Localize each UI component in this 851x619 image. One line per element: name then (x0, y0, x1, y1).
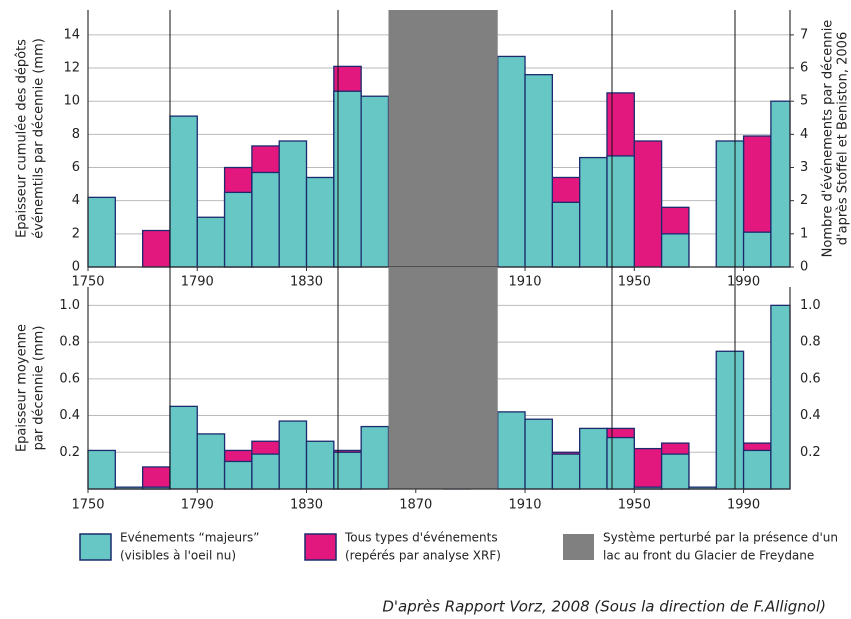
x-tick-label: 1750 (71, 275, 104, 290)
x-tick-label: 1950 (618, 275, 651, 290)
legend-swatch (79, 533, 112, 561)
bar (196, 433, 226, 490)
y2-tick-label: 5 (800, 94, 808, 109)
bar (87, 196, 116, 268)
x-tick-label: 1830 (290, 275, 323, 290)
x-tick-label: 1750 (71, 498, 104, 513)
bar (497, 411, 526, 490)
bar (141, 229, 171, 268)
bar (606, 155, 635, 268)
bar (606, 436, 635, 490)
bar (196, 216, 226, 268)
bar (770, 304, 791, 490)
bar (169, 115, 198, 268)
shaded-period (388, 267, 498, 489)
bar (633, 140, 663, 268)
y-tick-label: 0 (72, 260, 80, 275)
bar (715, 140, 745, 268)
y-axis-label: événemtils par décennie (mm) (32, 38, 47, 239)
bar (770, 100, 791, 268)
bar (742, 231, 772, 268)
bar (360, 95, 390, 268)
bar (551, 453, 581, 490)
x-tick-label: 1950 (618, 498, 651, 513)
y-tick-label: 1.0 (59, 298, 80, 313)
bar (715, 350, 745, 490)
y-tick-label: 10 (63, 94, 80, 109)
y2-axis-label: d'après Stoffel et Beniston, 2006 (836, 32, 851, 245)
bar (251, 453, 280, 490)
y2-tick-label: 6 (800, 61, 808, 76)
bar (169, 405, 198, 490)
legend-note: lac au front du Glacier de Freydane (603, 549, 814, 563)
y2-tick-label: 0 (800, 260, 808, 275)
bar (633, 447, 663, 490)
y2-tick-label: 0.4 (800, 408, 821, 423)
y2-tick-label: 0.8 (800, 335, 821, 350)
bar (742, 449, 772, 490)
bar (223, 191, 253, 268)
legend-note: (visibles à l'oeil nu) (120, 549, 236, 563)
y-tick-label: 8 (72, 127, 80, 142)
legend-label: Evénements “majeurs” (120, 531, 260, 545)
y2-tick-label: 0.6 (800, 371, 821, 386)
x-tick-label: 1870 (399, 498, 432, 513)
y-tick-label: 0.6 (59, 371, 80, 386)
y2-tick-label: 0.2 (800, 445, 821, 460)
bar (524, 74, 554, 268)
x-tick-label: 1910 (508, 498, 541, 513)
x-tick-label: 1790 (181, 498, 214, 513)
y-tick-label: 0.2 (59, 445, 80, 460)
y-axis-label: Epaisseur moyenne (15, 324, 30, 452)
bar (579, 156, 608, 268)
y-tick-label: 0.8 (59, 335, 80, 350)
x-tick-label: 1990 (727, 275, 760, 290)
bar (360, 425, 390, 490)
bar (141, 466, 171, 490)
x-tick-label: 1990 (727, 498, 760, 513)
x-tick-label: 1910 (508, 275, 541, 290)
y-tick-label: 12 (63, 61, 80, 76)
bar (551, 201, 581, 268)
y2-tick-label: 2 (800, 193, 808, 208)
bar (524, 418, 554, 490)
y-axis-label: Epaisseur cumulée des dépôts (15, 39, 30, 238)
legend-label: Système perturbé par la présence d'un (603, 531, 838, 545)
y-tick-label: 2 (72, 226, 80, 241)
legend-label: Tous types d'événements (344, 531, 498, 545)
legend-note: (repérés par analyse XRF) (345, 549, 501, 563)
y-tick-label: 6 (72, 160, 80, 175)
bar (305, 440, 335, 490)
bar (278, 420, 308, 490)
y-tick-label: 0.4 (59, 408, 80, 423)
bar (660, 233, 690, 268)
bar (87, 449, 116, 490)
shaded-period (388, 10, 498, 267)
x-tick-label: 1830 (290, 498, 323, 513)
y2-tick-label: 4 (800, 127, 808, 142)
y-tick-label: 4 (72, 193, 80, 208)
y2-tick-label: 1.0 (800, 298, 821, 313)
bar (251, 171, 280, 268)
legend-swatch (563, 534, 594, 560)
y2-tick-label: 1 (800, 226, 808, 241)
legend-swatch (304, 533, 337, 561)
source: D'après Rapport Vorz, 2008 (Sous la dire… (382, 598, 826, 616)
bar (579, 427, 608, 490)
bar (278, 140, 308, 268)
y2-tick-label: 7 (800, 27, 808, 42)
bar (660, 453, 690, 490)
y-axis-label: par décennie (mm) (32, 326, 47, 451)
y2-axis-label: Nombre d'événements par décennie (821, 20, 836, 258)
x-tick-label: 1790 (181, 275, 214, 290)
bar (223, 460, 253, 490)
bar (305, 176, 335, 268)
y2-tick-label: 3 (800, 160, 808, 175)
y-tick-label: 14 (63, 27, 80, 42)
bar (497, 55, 526, 268)
